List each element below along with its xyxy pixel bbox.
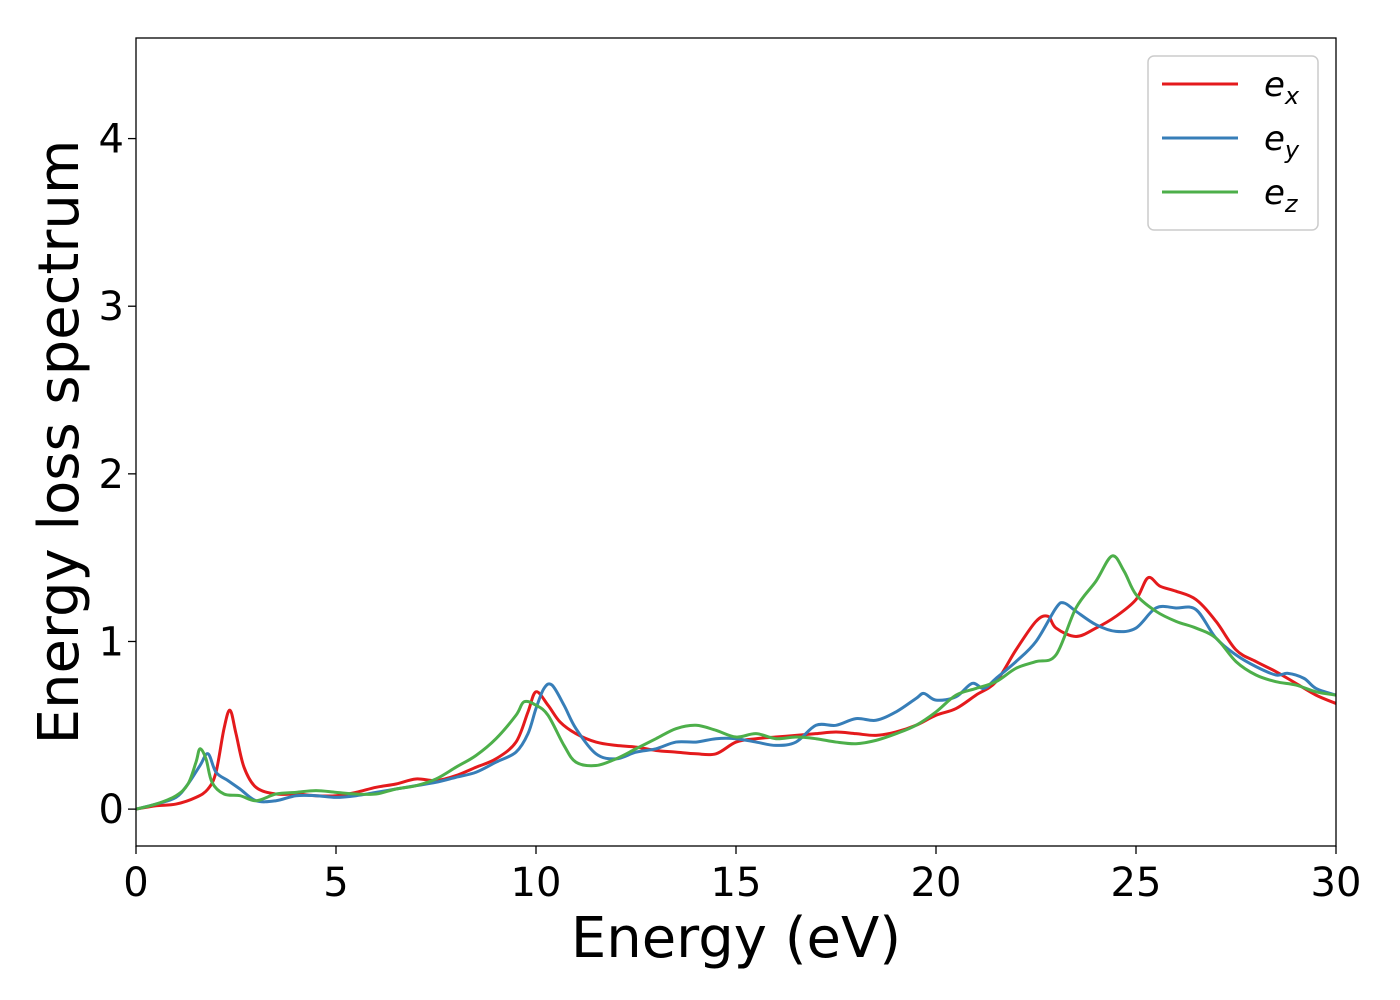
legend-label-y: ey: [1264, 119, 1300, 164]
x-tick-label: 10: [511, 860, 562, 906]
x-tick-label: 15: [711, 860, 762, 906]
x-tick-label: 30: [1311, 860, 1362, 906]
legend-box: [1147, 55, 1319, 231]
x-tick-label: 20: [911, 860, 962, 906]
x-tick-label: 25: [1111, 860, 1162, 906]
y-tick-label: 3: [99, 284, 124, 330]
x-tick-label: 0: [123, 860, 148, 906]
y-tick-label: 2: [99, 452, 124, 498]
y-tick-label: 0: [99, 787, 124, 833]
y-axis-title: Energy loss spectrum: [27, 140, 92, 745]
legend-label-z: ez: [1264, 173, 1299, 218]
series-line-z: [136, 554, 1336, 811]
x-tick-label: 5: [323, 860, 348, 906]
y-axis-ticks: 0 1 2 3 4: [99, 117, 136, 833]
x-axis-title: Energy (eV): [571, 906, 901, 971]
y-tick-label: 4: [99, 117, 124, 163]
plot-lines: [136, 554, 1336, 811]
legend: ex ey ez: [1147, 55, 1319, 231]
legend-label-x: ex: [1264, 65, 1300, 110]
x-axis-ticks: 0 5 10 15 20 25 30: [123, 846, 1361, 906]
series-line-y: [136, 601, 1336, 811]
y-tick-label: 1: [99, 619, 124, 665]
